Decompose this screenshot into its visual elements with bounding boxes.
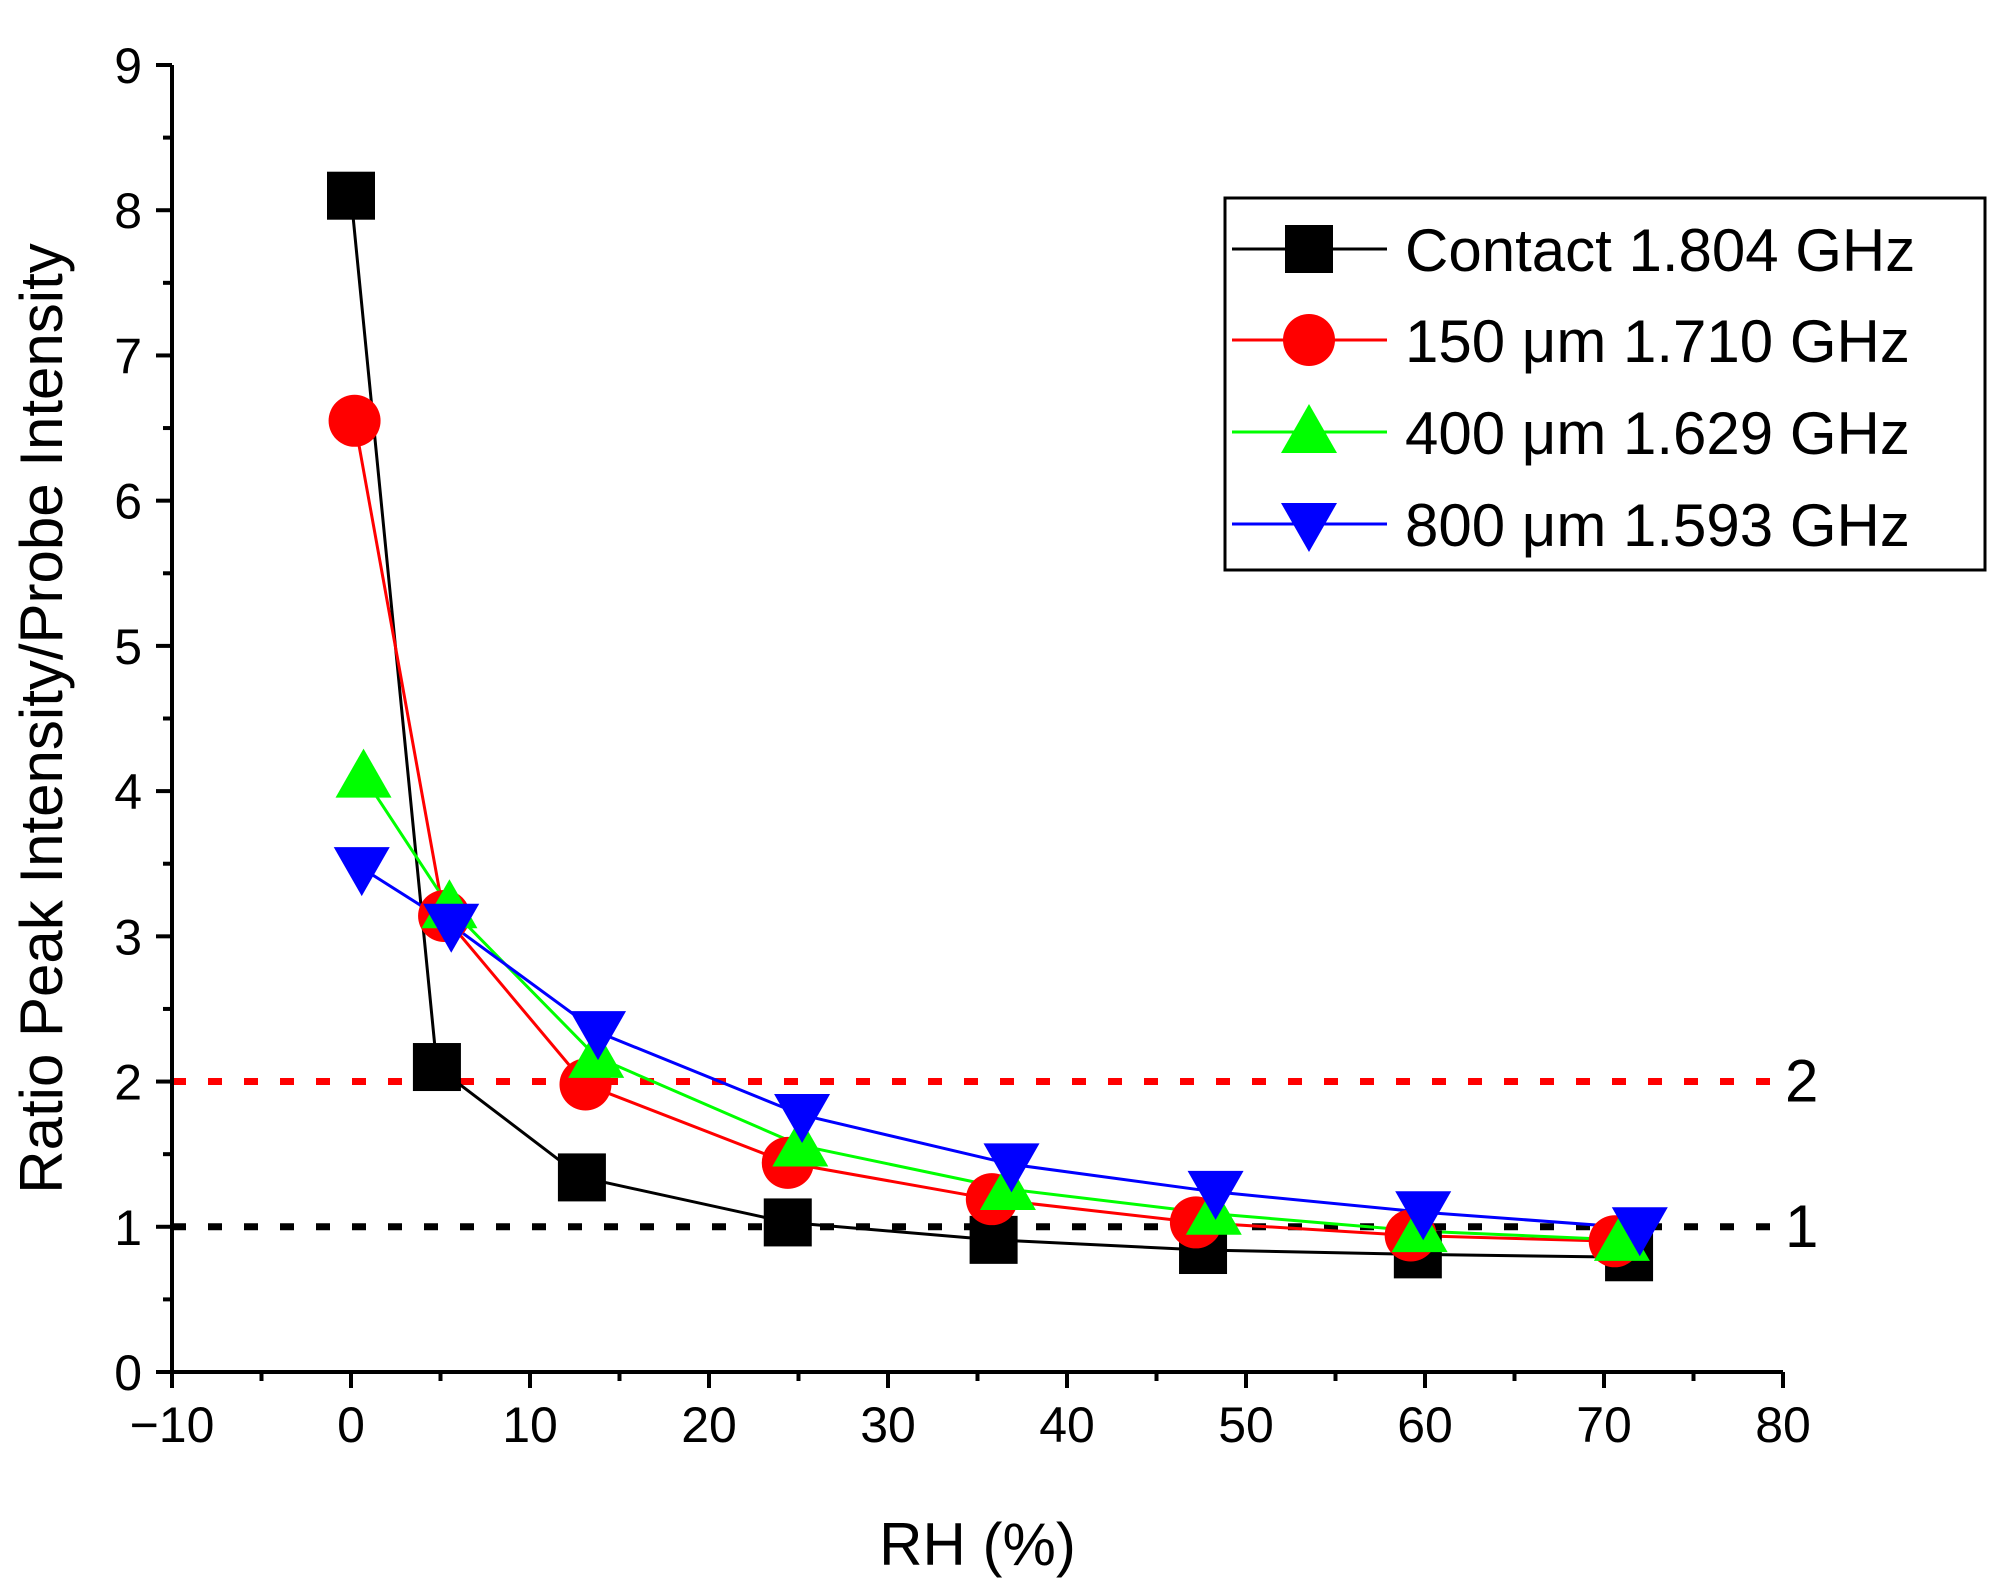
x-axis-title: RH (%) [879,1511,1076,1578]
data-point [335,748,392,798]
y-axis-title: Ratio Peak Intensity/Probe Intensity [8,243,75,1194]
y-tick-label: 4 [114,764,142,820]
legend-marker-0 [1285,225,1333,273]
x-tick-label: 50 [1218,1397,1274,1453]
data-point [763,1198,812,1247]
series-line-1 [353,420,1615,1243]
data-point [557,1153,606,1202]
series-line-0 [349,195,1630,1259]
data-point [327,171,375,220]
data-point [1611,1207,1668,1257]
x-tick-label: 30 [860,1397,916,1453]
x-tick-label: 70 [1576,1397,1632,1453]
y-tick-label: 0 [114,1345,142,1401]
legend-marker-2 [1281,404,1337,453]
data-point [328,394,381,447]
series-markers [327,171,1668,1282]
x-tick-label: 80 [1755,1397,1811,1453]
y-tick-label: 8 [114,183,142,239]
data-point [333,847,390,897]
x-tick-label: 60 [1397,1397,1453,1453]
legend-marker-3 [1281,503,1337,552]
data-point [412,1043,461,1092]
legend-marker-1 [1283,314,1335,366]
series-line-2 [362,775,1622,1242]
y-tick-label: 1 [114,1200,142,1256]
data-point [1187,1170,1244,1220]
x-tick-label: 40 [1039,1397,1095,1453]
reference-line-label-1: 1 [1785,1193,1818,1260]
data-point [423,903,480,953]
y-tick-label: 7 [114,328,142,384]
legend-label-0: Contact 1.804 GHz [1405,217,1915,284]
x-tick-label: −10 [130,1397,215,1453]
data-point [774,1093,831,1143]
x-tick-label: 10 [502,1397,558,1453]
data-point [1395,1191,1452,1241]
legend-label-1: 150 μm 1.710 GHz [1405,308,1910,375]
y-tick-label: 3 [114,909,142,965]
data-point [570,1011,627,1061]
series-lines [349,195,1640,1259]
legend-label-2: 400 μm 1.629 GHz [1405,400,1910,467]
y-tick-label: 6 [114,474,142,530]
data-point [983,1143,1040,1193]
data-point [772,1117,829,1167]
y-tick-label: 5 [114,619,142,675]
x-tick-label: 0 [337,1397,365,1453]
reference-line-label-2: 2 [1785,1048,1818,1115]
series-line-3 [360,866,1640,1230]
y-tick-label: 2 [114,1055,142,1111]
legend-box [1223,196,1987,572]
y-tick-label: 9 [114,38,142,94]
legend: Contact 1.804 GHz 150 μm 1.710 GHz 400 μm … [1223,196,1987,572]
legend-label-3: 800 μm 1.593 GHz [1405,492,1910,559]
x-tick-label: 20 [681,1397,737,1453]
